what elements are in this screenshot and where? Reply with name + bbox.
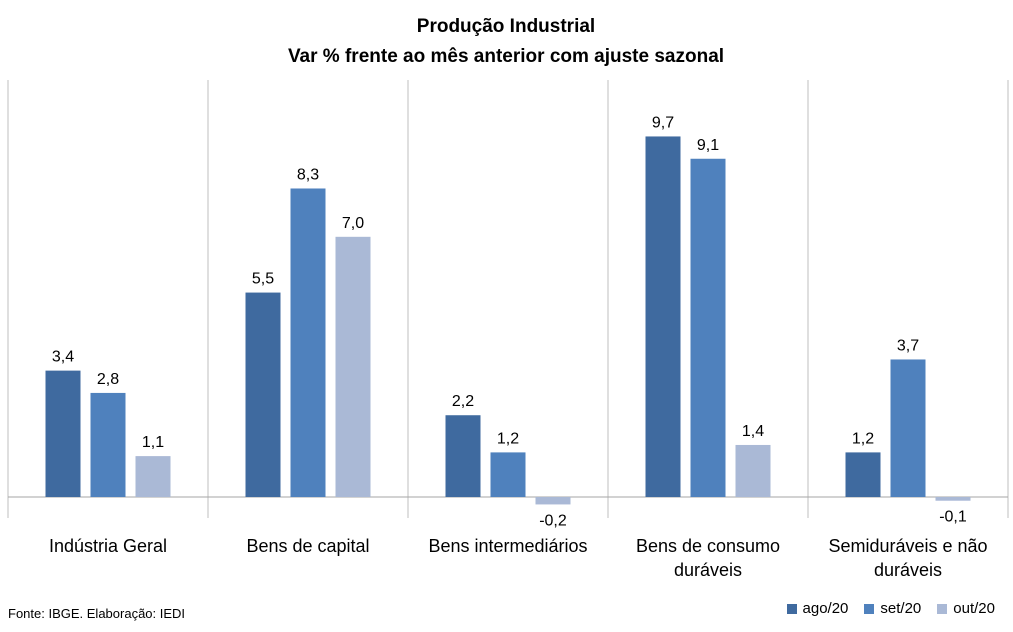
value-label: 1,1 xyxy=(142,434,164,451)
value-label: 9,1 xyxy=(697,137,719,154)
category-label: Bens de consumo xyxy=(636,536,780,556)
bar-ago-20-4 xyxy=(845,452,881,497)
bar-ago-20-2 xyxy=(445,415,481,497)
value-label: 2,2 xyxy=(452,393,474,410)
category-label: Semiduráveis e não xyxy=(828,536,987,556)
group-dividers xyxy=(7,80,1009,518)
value-label: 5,5 xyxy=(252,271,274,288)
bar-out-20-2 xyxy=(535,497,571,505)
value-label: 1,2 xyxy=(497,430,519,447)
bar-out-20-1 xyxy=(335,236,371,497)
legend-swatch xyxy=(864,603,875,614)
value-label: 8,3 xyxy=(297,166,319,183)
chart-legend: ago/20 set/20 out/20 xyxy=(786,600,995,617)
bar-ago-20-3 xyxy=(645,136,681,498)
value-label: 7,0 xyxy=(342,215,364,232)
value-label: -0,2 xyxy=(539,512,567,529)
source-note: Fonte: IBGE. Elaboração: IEDI xyxy=(8,606,186,621)
legend-label: out/20 xyxy=(953,600,995,617)
value-labels-group: 3,4 2,8 1,1 5,5 8,3 7,0 2,2 1,2 -0,2 9,7 9,1 1,4 1,2… xyxy=(52,114,967,529)
bar-set-20-2 xyxy=(490,452,526,497)
legend-item: set/20 xyxy=(864,600,921,617)
category-label: duráveis xyxy=(674,560,742,580)
chart-subtitle: Var % frente ao mês anterior com ajuste … xyxy=(288,46,724,67)
legend-swatch xyxy=(786,603,797,614)
category-label: duráveis xyxy=(874,560,942,580)
bar-out-20-4 xyxy=(935,497,971,501)
legend-item: ago/20 xyxy=(786,600,849,617)
bars-group xyxy=(45,136,971,505)
bar-set-20-1 xyxy=(290,188,326,497)
value-label: 3,4 xyxy=(52,349,74,366)
legend-label: set/20 xyxy=(880,600,922,617)
category-labels-group: Indústria Geral Bens de capital Bens inter… xyxy=(49,536,988,580)
legend-item: out/20 xyxy=(937,600,995,617)
bar-ago-20-1 xyxy=(245,292,281,497)
bar-set-20-4 xyxy=(890,359,926,497)
bar-set-20-3 xyxy=(690,158,726,498)
category-label: Indústria Geral xyxy=(49,536,167,556)
legend-label: ago/20 xyxy=(802,600,849,617)
value-label: 2,8 xyxy=(97,371,119,388)
bar-out-20-3 xyxy=(735,444,771,497)
bar-out-20-0 xyxy=(135,456,171,497)
value-label: 1,4 xyxy=(742,423,764,440)
value-label: 3,7 xyxy=(897,337,919,354)
category-label: Bens intermediários xyxy=(428,536,587,556)
legend-swatch xyxy=(937,603,948,614)
bar-ago-20-0 xyxy=(45,370,81,497)
value-label: 1,2 xyxy=(852,430,874,447)
value-label: -0,1 xyxy=(939,509,967,526)
bar-set-20-0 xyxy=(90,392,126,497)
value-label: 9,7 xyxy=(652,114,674,131)
chart-title: Produção Industrial xyxy=(417,16,595,37)
category-label: Bens de capital xyxy=(246,536,369,556)
